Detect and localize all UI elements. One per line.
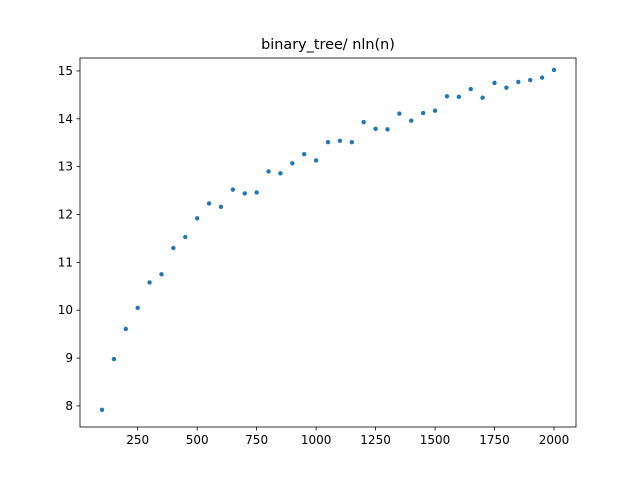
data-point xyxy=(420,110,426,116)
data-point xyxy=(302,151,307,157)
data-point xyxy=(99,407,105,412)
data-point xyxy=(111,356,117,362)
y-tick-label: 10 xyxy=(58,303,73,317)
x-tick-label: 250 xyxy=(126,433,149,447)
x-tick-label: 2000 xyxy=(539,433,570,447)
data-point xyxy=(409,118,414,123)
x-tick-label: 500 xyxy=(186,433,209,447)
data-point xyxy=(504,85,509,90)
y-tick-label: 9 xyxy=(65,351,73,365)
plot-frame xyxy=(79,57,577,428)
data-point xyxy=(159,272,164,277)
data-point xyxy=(349,140,354,145)
x-tick-label: 750 xyxy=(245,433,268,447)
data-point xyxy=(551,67,557,73)
data-point xyxy=(539,75,545,80)
data-point xyxy=(194,216,200,221)
data-point xyxy=(468,86,473,92)
data-point xyxy=(183,234,188,240)
data-point xyxy=(218,204,224,210)
data-point xyxy=(516,79,521,85)
data-point xyxy=(337,138,343,143)
data-point xyxy=(456,94,462,99)
y-tick-label: 13 xyxy=(58,160,73,174)
data-point xyxy=(135,305,140,311)
data-point xyxy=(444,94,450,99)
x-tick-label: 1000 xyxy=(301,433,332,447)
x-axis: 250 500 750 1000 1250 1500 1750 2000 xyxy=(126,427,569,447)
data-point xyxy=(385,127,390,132)
data-point xyxy=(480,95,485,100)
data-point xyxy=(492,80,497,86)
chart-title: binary_tree/ nln(n) xyxy=(261,37,395,53)
data-point xyxy=(373,126,378,132)
data-point xyxy=(397,111,402,116)
data-point xyxy=(432,108,438,113)
data-point xyxy=(528,77,533,83)
data-point xyxy=(290,161,295,166)
data-point xyxy=(313,158,319,163)
x-tick-label: 1250 xyxy=(360,433,391,447)
data-point xyxy=(171,245,176,251)
data-point xyxy=(123,326,128,332)
data-point xyxy=(361,119,366,125)
data-point xyxy=(278,171,283,176)
y-tick-label: 15 xyxy=(58,64,73,78)
data-point xyxy=(254,190,259,195)
y-tick-label: 12 xyxy=(58,208,73,222)
data-points xyxy=(99,67,557,412)
y-tick-label: 8 xyxy=(65,399,73,413)
y-tick-label: 14 xyxy=(58,112,73,126)
x-tick-label: 1500 xyxy=(420,433,451,447)
data-point xyxy=(147,280,152,285)
data-point xyxy=(206,201,212,206)
y-axis: 8 9 10 11 12 13 14 15 xyxy=(58,64,80,413)
y-tick-label: 11 xyxy=(58,255,73,269)
data-point xyxy=(230,187,236,192)
x-tick-label: 1750 xyxy=(479,433,510,447)
data-point xyxy=(266,169,271,174)
data-point xyxy=(242,191,247,196)
data-point xyxy=(325,140,331,145)
